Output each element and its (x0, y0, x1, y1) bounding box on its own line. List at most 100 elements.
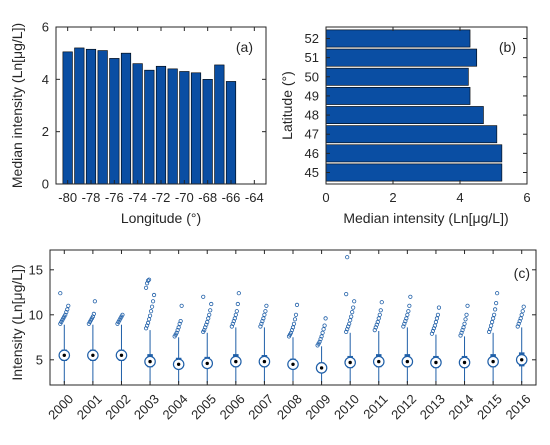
outlier-2013-3 (432, 323, 438, 328)
xtick-label-c-2009: 2009 (302, 391, 333, 422)
outlier-2015-5 (492, 312, 497, 317)
bar-b-50 (325, 67, 469, 86)
outlier-2007-4 (262, 312, 267, 317)
xtick-label-c-2007: 2007 (245, 391, 276, 422)
outlier-2003-6 (149, 304, 155, 309)
box-2008 (286, 302, 300, 384)
bar-a--74 (132, 63, 143, 185)
xtick-label-c-2015: 2015 (474, 391, 505, 422)
median-dot-2015 (491, 359, 495, 364)
ytick-label-c-15: 15 (29, 262, 43, 277)
box-2001 (86, 299, 99, 384)
xtick-label-a--78: -78 (82, 190, 101, 205)
box-2015 (487, 291, 500, 384)
outlier-2016-4 (519, 312, 524, 317)
panel-label-b: (b) (499, 39, 516, 55)
outlier-2009-8 (323, 316, 328, 321)
median-dot-2012 (405, 359, 410, 364)
box-2012 (401, 294, 414, 384)
ylabel-b: Latitude (°) (279, 71, 295, 140)
outlier-2003-11 (145, 278, 151, 283)
bar-b-49 (325, 87, 471, 105)
outlier-2016-3 (518, 316, 523, 321)
box-2011 (372, 300, 385, 384)
outlier-2014-7 (465, 303, 470, 308)
median-dot-2004 (176, 362, 181, 366)
bar-a--66 (225, 81, 237, 185)
outlier-2008-5 (291, 321, 297, 326)
xtick-label-c-2004: 2004 (159, 391, 190, 422)
outlier-2013-5 (434, 316, 440, 321)
median-dot-2002 (119, 353, 124, 357)
outlier-2015-6 (493, 307, 498, 312)
box-2013 (429, 305, 442, 384)
box-2004 (172, 303, 185, 384)
ytick-label-b-46: 46 (305, 146, 319, 161)
outlier-2009-4 (319, 334, 324, 339)
outlier-2007-6 (264, 303, 269, 308)
median-dot-2009 (319, 366, 324, 370)
outlier-2010-4 (348, 318, 353, 323)
xtick-label-a--76: -76 (105, 190, 124, 205)
xtick-label-a--66: -66 (222, 190, 241, 205)
xtick-label-c-2006: 2006 (217, 391, 248, 422)
outlier-2015-7 (494, 300, 499, 306)
outlier-2001-5 (91, 311, 96, 316)
bar-b-51 (325, 48, 478, 67)
outlier-2012-6 (407, 303, 412, 308)
outlier-2011-4 (376, 316, 381, 321)
outlier-2003-12 (146, 277, 152, 282)
outlier-2004-4 (176, 325, 181, 330)
outlier-2008-8 (294, 302, 300, 307)
bar-a--78 (85, 48, 97, 185)
xtick-label-c-2008: 2008 (274, 391, 305, 422)
box-2006 (229, 291, 242, 384)
outlier-2012-4 (405, 312, 410, 317)
median-dot-2010 (348, 360, 352, 365)
outlier-2013-4 (433, 319, 439, 325)
outlier-2014-3 (461, 325, 466, 330)
xtick-label-c-2011: 2011 (360, 391, 390, 421)
outlier-2001-6 (92, 299, 97, 304)
bar-b-45 (325, 163, 503, 182)
box-2005 (201, 294, 214, 384)
outlier-2005-7 (208, 308, 213, 313)
xtick-label-c-2003: 2003 (131, 391, 162, 422)
outlier-2013-6 (435, 312, 441, 317)
xtick-label-a--72: -72 (152, 190, 171, 205)
outlier-2004-7 (179, 303, 184, 308)
bar-a--72 (155, 65, 167, 185)
xtick-label-c-2014: 2014 (445, 391, 476, 422)
ytick-label-c-5: 5 (36, 352, 43, 367)
xtick-label-c-2016: 2016 (503, 391, 534, 422)
outlier-2011-7 (379, 300, 384, 305)
outlier-2006-4 (233, 312, 238, 317)
outlier-2009-7 (322, 323, 327, 328)
bar-a--76 (109, 58, 120, 185)
panel-label-a: (a) (236, 39, 253, 55)
median-dot-2003 (148, 359, 152, 364)
outlier-2007-5 (263, 309, 268, 314)
median-dot-2001 (91, 353, 95, 357)
outlier-2010-9 (344, 291, 349, 297)
xtick-label-c-2001: 2001 (74, 391, 105, 422)
outlier-2003-2 (145, 320, 151, 325)
outlier-2009-5 (320, 330, 325, 335)
median-dot-2013 (434, 360, 438, 365)
outlier-2000-8 (66, 303, 71, 308)
outlier-2013-7 (436, 305, 442, 310)
ytick-label-b-49: 49 (305, 88, 319, 103)
outlier-2009-6 (321, 327, 326, 332)
bar-a--67 (214, 64, 225, 185)
outlier-2005-5 (206, 316, 211, 321)
xtick-label-b-4: 4 (456, 190, 463, 205)
axes-frame-b (325, 26, 528, 185)
outlier-2014-5 (463, 317, 468, 322)
outlier-2014-4 (462, 321, 467, 326)
outlier-2011-6 (378, 308, 383, 313)
xtick-label-a--64: -64 (245, 190, 264, 205)
outlier-2015-1 (488, 327, 493, 332)
outlier-2010-7 (351, 305, 356, 310)
outlier-2010-8 (352, 299, 357, 304)
outlier-2004-6 (178, 318, 183, 324)
